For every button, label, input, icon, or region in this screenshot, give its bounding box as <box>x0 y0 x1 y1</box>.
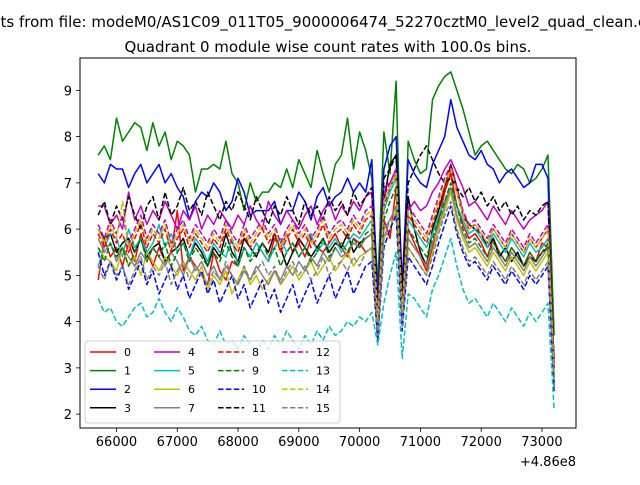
series-line-7 <box>97 186 555 378</box>
legend-label-12: 12 <box>316 346 330 359</box>
legend-label-6: 6 <box>188 383 195 396</box>
series-line-9 <box>97 182 555 382</box>
y-tick-label: 8 <box>64 131 72 146</box>
x-tick-label: 71000 <box>400 435 441 450</box>
y-tick-label: 4 <box>64 316 72 331</box>
y-axis: 2 3 4 5 6 7 8 9 <box>64 84 80 423</box>
x-offset-label: +4.86e8 <box>520 455 576 470</box>
legend-label-8: 8 <box>252 346 259 359</box>
y-tick-label: 2 <box>64 408 72 423</box>
y-tick-label: 7 <box>64 177 72 192</box>
series-line-2 <box>97 98 555 387</box>
x-axis: 66000 67000 68000 69000 70000 71000 72000 73000 <box>96 428 563 450</box>
y-tick-label: 9 <box>64 84 72 99</box>
x-tick-label: 70000 <box>339 435 380 450</box>
x-tick-label: 67000 <box>157 435 198 450</box>
series-line-8 <box>97 168 555 373</box>
x-tick-label: 73000 <box>521 435 562 450</box>
legend-label-7: 7 <box>188 402 195 415</box>
legend-label-1: 1 <box>124 365 131 378</box>
series-line-6 <box>97 191 555 382</box>
series-line-0 <box>97 172 555 373</box>
x-tick-label: 68000 <box>217 435 258 450</box>
plot-frame <box>79 57 577 429</box>
x-tick-label: 69000 <box>278 435 319 450</box>
legend-label-3: 3 <box>124 402 131 415</box>
legend-label-14: 14 <box>316 383 330 396</box>
y-tick-label: 5 <box>64 269 72 284</box>
series-line-1 <box>97 71 555 336</box>
legend-label-2: 2 <box>124 383 131 396</box>
legend-label-15: 15 <box>316 402 330 415</box>
legend-box <box>84 340 341 424</box>
legend-label-13: 13 <box>316 365 330 378</box>
legend-label-0: 0 <box>124 346 131 359</box>
x-tick-label: 72000 <box>460 435 501 450</box>
series-line-11 <box>97 145 555 364</box>
legend-label-11: 11 <box>252 402 266 415</box>
series-layer <box>97 71 555 410</box>
legend-label-5: 5 <box>188 365 195 378</box>
series-line-14 <box>97 168 555 373</box>
legend-label-4: 4 <box>188 346 195 359</box>
series-line-13 <box>97 237 555 410</box>
y-tick-label: 6 <box>64 223 72 238</box>
figure-suptitle: Plots from file: modeM0/AS1C09_011T05_90… <box>0 13 640 32</box>
series-line-15 <box>97 200 555 387</box>
chart-title: Quadrant 0 module wise count rates with … <box>124 38 531 56</box>
y-tick-label: 3 <box>64 362 72 377</box>
legend-label-10: 10 <box>252 383 266 396</box>
series-line-12 <box>97 163 555 368</box>
x-tick-label: 66000 <box>96 435 137 450</box>
legend-label-9: 9 <box>252 365 259 378</box>
